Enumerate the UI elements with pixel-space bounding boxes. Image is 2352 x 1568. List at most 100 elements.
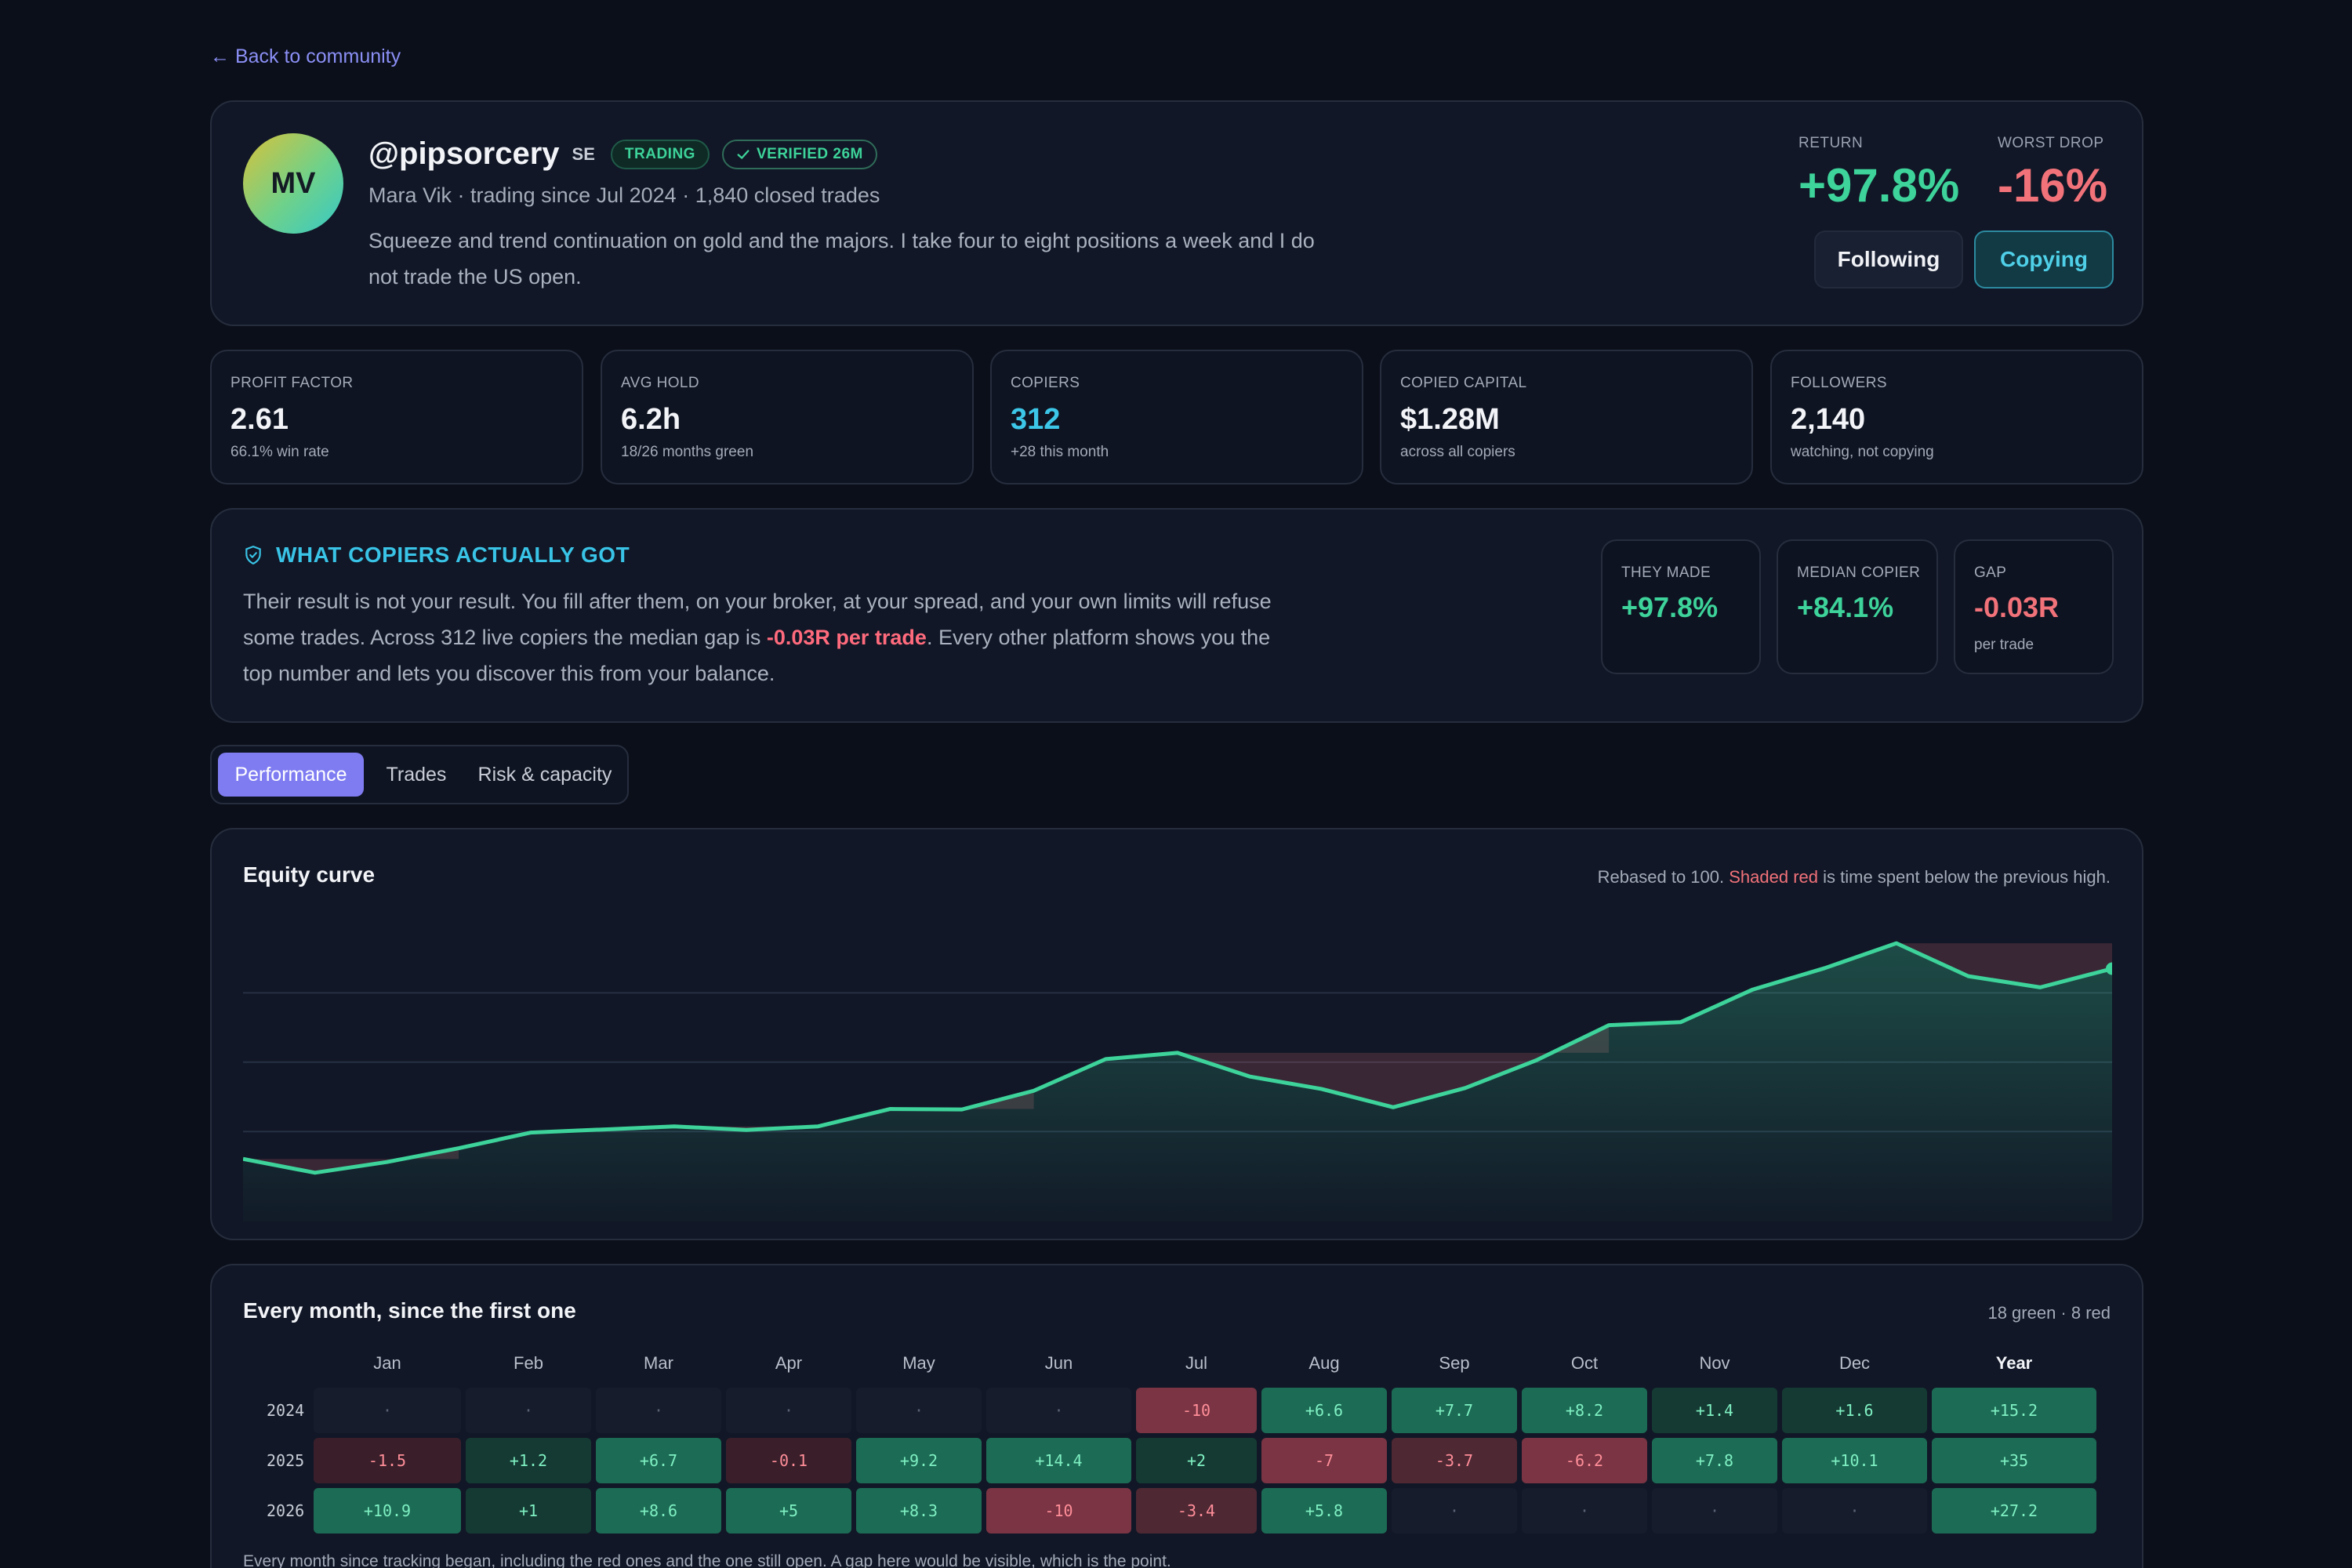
heatmap-cell [314, 1488, 461, 1534]
heatmap-cell [1261, 1438, 1387, 1483]
tab-risk-capacity[interactable]: Risk & capacity [477, 763, 612, 786]
heatmap-cell [1522, 1438, 1647, 1483]
drawdown-region [1178, 1025, 1610, 1108]
heatmap-cell [856, 1488, 982, 1534]
check-icon [737, 149, 750, 159]
heatmap-cell [1522, 1488, 1647, 1534]
monthly-returns-card: Every month, since the first one 18 gree… [210, 1264, 2143, 1568]
heatmap-cell-value: · [1054, 1401, 1063, 1420]
heatmap-column-header: Jan [373, 1353, 401, 1373]
median-gap-highlight: -0.03R per trade [766, 626, 927, 649]
copiers-result-card: WHAT COPIERS ACTUALLY GOT Their result i… [210, 508, 2143, 723]
following-button[interactable]: Following [1814, 230, 1963, 289]
heatmap-cell-value: +14.4 [1035, 1451, 1082, 1470]
they-made-box: THEY MADE +97.8% [1601, 539, 1761, 674]
heatmap-column-header: Jun [1045, 1353, 1073, 1373]
heatmap-cell [1932, 1438, 2096, 1483]
heatmap-cell-value: · [383, 1401, 392, 1420]
heatmap-cell [1932, 1388, 2096, 1433]
heatmap-cell [1652, 1488, 1777, 1534]
heatmap-cell-value: +6.7 [640, 1451, 677, 1470]
equity-note-end: is time spent below the previous high. [1818, 867, 2111, 887]
equity-line [243, 941, 2112, 1175]
trader-bio: Squeeze and trend continuation on gold a… [368, 229, 1315, 289]
trader-subline: Mara Vik · trading since Jul 2024 · 1,84… [368, 183, 880, 207]
heatmap-cell-value: · [1849, 1501, 1859, 1520]
heatmap-cell [1782, 1488, 1927, 1534]
heatmap-cell-value: +10.1 [1831, 1451, 1878, 1470]
avatar: MV [243, 133, 343, 234]
heatmap-cell-value: · [654, 1401, 663, 1420]
metric-value: 6.2h [621, 403, 681, 436]
heatmap-column-header: Dec [1839, 1353, 1870, 1373]
heatmap-cell-value: +8.3 [900, 1501, 938, 1520]
heatmap-cell [856, 1388, 982, 1433]
metric-label: PROFIT FACTOR [230, 375, 354, 391]
heatmap-column-header: Oct [1571, 1353, 1598, 1373]
metric-label: AVG HOLD [621, 375, 699, 391]
heatmap-column-header: Year [1996, 1353, 2033, 1373]
metric-profit-factor: PROFIT FACTOR 2.61 66.1% win rate [210, 350, 583, 485]
heatmap-cell-value: -1.5 [368, 1451, 406, 1470]
heatmap-year-label: 2024 [267, 1401, 304, 1420]
heatmap-cell [726, 1438, 851, 1483]
heatmap-cell-value: +10.9 [364, 1501, 411, 1520]
heatmap-cell [1392, 1488, 1517, 1534]
heatmap-cell [1136, 1488, 1257, 1534]
heatmap-cell-value: +6.6 [1305, 1401, 1343, 1420]
median-copier-label: MEDIAN COPIER [1797, 564, 1921, 581]
heatmap-column-header: Feb [514, 1353, 543, 1373]
metric-copied-capital: COPIED CAPITAL $1.28M across all copiers [1380, 350, 1753, 485]
trading-badge: TRADING [610, 139, 710, 169]
heatmap-column-header: May [902, 1353, 935, 1373]
heatmap-cell-value: +27.2 [1991, 1501, 2038, 1520]
gap-box: GAP -0.03R per trade [1954, 539, 2114, 674]
heatmap-cell [856, 1438, 982, 1483]
tab-trades[interactable]: Trades [386, 763, 447, 786]
copying-button[interactable]: Copying [1974, 230, 2114, 289]
metric-sub: +28 this month [1011, 444, 1109, 460]
heatmap-cell-value: +1.6 [1835, 1401, 1873, 1420]
worst-drop-label: WORST DROP [1998, 135, 2104, 151]
heatmap-cell-value: +2 [1187, 1451, 1206, 1470]
months-summary: 18 green · 8 red [1987, 1303, 2111, 1323]
equity-note-start: Rebased to 100. [1597, 867, 1730, 887]
heatmap-cell [1932, 1488, 2096, 1534]
they-made-label: THEY MADE [1621, 564, 1711, 581]
median-copier-value: +84.1% [1797, 591, 1894, 623]
copiers-title: WHAT COPIERS ACTUALLY GOT [243, 543, 630, 568]
gap-value: -0.03R [1974, 591, 2060, 623]
heatmap-cell-value: -6.2 [1566, 1451, 1603, 1470]
drawdown-region [243, 1148, 459, 1173]
metric-avg-hold: AVG HOLD 6.2h 18/26 months green [601, 350, 974, 485]
heatmap-cell [1136, 1388, 1257, 1433]
heatmap-cell [1392, 1388, 1517, 1433]
metric-value: 2,140 [1791, 403, 1866, 436]
metric-label: FOLLOWERS [1791, 375, 1887, 391]
metric-label: COPIED CAPITAL [1400, 375, 1527, 391]
heatmap-cell [466, 1388, 591, 1433]
heatmap-cell [1392, 1438, 1517, 1483]
heatmap-cell [1261, 1388, 1387, 1433]
heatmap-cell [314, 1438, 461, 1483]
heatmap-cell [986, 1438, 1131, 1483]
equity-curve-card: Equity curve Rebased to 100. Shaded red … [210, 828, 2143, 1240]
heatmap-year-label: 2026 [267, 1501, 304, 1520]
heatmap-year-label: 2025 [267, 1451, 304, 1470]
gap-sub: per trade [1974, 637, 2034, 653]
heatmap-cell-value: +5 [779, 1501, 798, 1520]
tab-performance[interactable]: Performance [218, 753, 364, 797]
equity-area [243, 943, 2112, 1221]
copiers-text-after: . Every other platform shows you the top… [243, 626, 1271, 685]
heatmap-column-header: Mar [644, 1353, 673, 1373]
median-copier-box: MEDIAN COPIER +84.1% [1777, 539, 1938, 674]
heatmap-cell-value: +35 [2000, 1451, 2028, 1470]
metric-followers: FOLLOWERS 2,140 watching, not copying [1770, 350, 2143, 485]
heatmap-column-header: Apr [775, 1353, 802, 1373]
heatmap-cell [1652, 1388, 1777, 1433]
heatmap-cell-value: +7.8 [1696, 1451, 1733, 1470]
section-tabs: Performance Trades Risk & capacity [210, 745, 629, 804]
metric-value: $1.28M [1400, 403, 1500, 436]
heatmap-cell [986, 1388, 1131, 1433]
back-to-community-link[interactable]: ← Back to community [210, 45, 401, 67]
